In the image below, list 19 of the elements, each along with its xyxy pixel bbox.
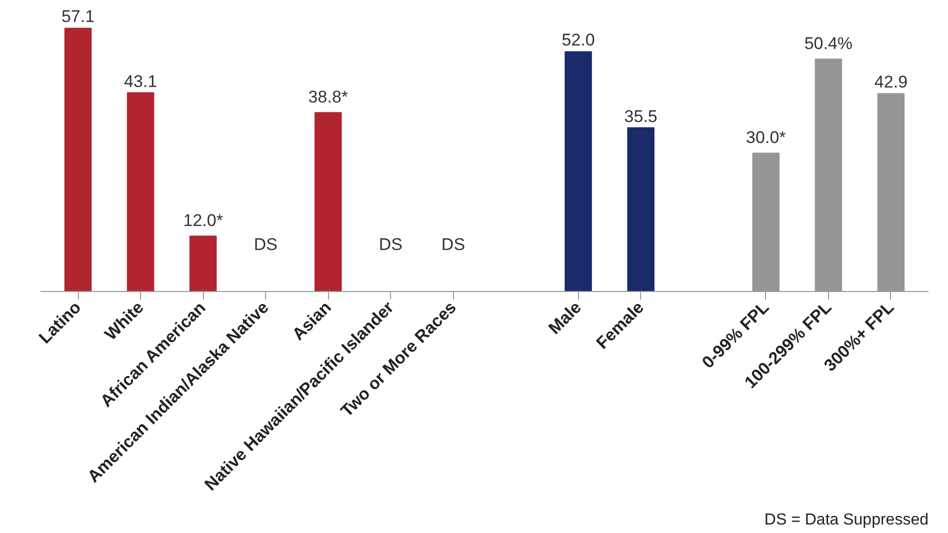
text: DS xyxy=(441,234,466,254)
data-label: 52.0 xyxy=(562,30,595,50)
bar xyxy=(627,127,654,292)
data-label: 12.0* xyxy=(183,211,224,230)
text: DS = Data Suppressed xyxy=(764,512,928,528)
text: DS xyxy=(378,234,403,254)
bar xyxy=(126,92,154,292)
data-label: 42.9 xyxy=(874,72,908,92)
data-label: 50.4% xyxy=(804,34,853,54)
text: DS xyxy=(254,234,278,254)
bar xyxy=(189,236,217,292)
bar xyxy=(564,51,592,292)
bar xyxy=(314,112,342,292)
bar xyxy=(64,28,92,292)
data-label: 35.5 xyxy=(624,106,658,126)
data-label: 57.1 xyxy=(61,7,95,26)
data-label: 43.1 xyxy=(124,72,158,91)
data-label: 38.8* xyxy=(308,88,348,107)
data-label: 30.0* xyxy=(746,128,786,148)
